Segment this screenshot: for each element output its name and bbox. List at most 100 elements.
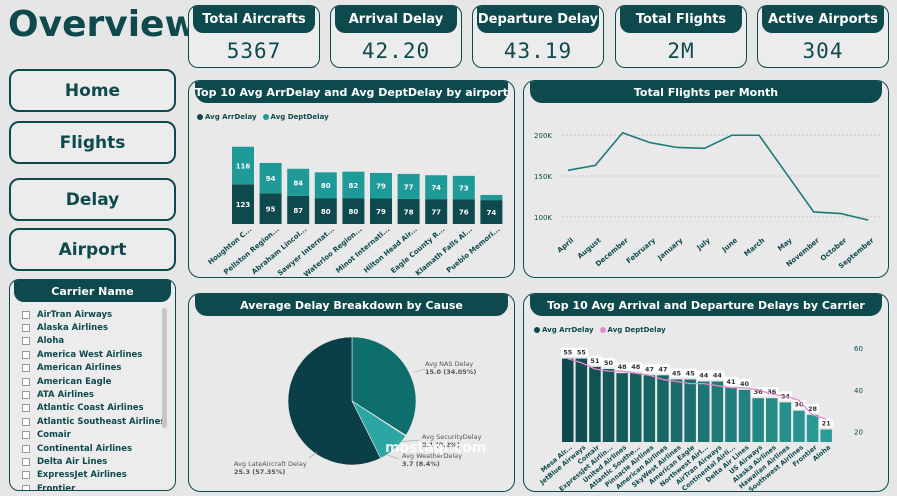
carrier-checkbox[interactable]: [22, 350, 30, 359]
bar-label-bg: [588, 355, 602, 365]
carrier-item[interactable]: American Airlines: [22, 362, 161, 375]
delay-button[interactable]: Delay: [9, 178, 176, 221]
bar-arr-delay: [616, 373, 628, 442]
pie-label-line: Avg NAS Delay: [425, 360, 473, 368]
carrier-item-label: ATA Airlines: [37, 390, 94, 401]
home-button[interactable]: Home: [9, 69, 176, 112]
bar-arr-delay: [452, 199, 475, 224]
bar-dept-delay: [452, 175, 475, 200]
carrier-item-label: Atlantic Coast Airlines: [37, 403, 144, 414]
pie-slice-label: Avg NAS Delay 15.0 (34.05%): [425, 360, 476, 376]
carrier-item-label: AirTran Airways: [37, 309, 113, 320]
bar-dept-label: 77: [404, 183, 414, 191]
carrier-item[interactable]: ATA Airlines: [22, 388, 161, 401]
carrier-item[interactable]: America West Airlines: [22, 348, 161, 361]
x-tick-label: May: [776, 236, 794, 253]
carrier-item[interactable]: Delta Air Lines: [22, 455, 161, 468]
airport-delay-panel: Top 10 Avg ArrDelay and Avg DeptDelay by…: [188, 80, 515, 278]
kpi-label: Total Flights: [620, 6, 742, 33]
carrier-checkbox[interactable]: [22, 324, 30, 333]
carrier-checkbox[interactable]: [22, 484, 30, 490]
carrier-checkbox[interactable]: [22, 310, 30, 319]
carrier-item-label: Continental Airlines: [37, 443, 133, 454]
bar-arr-delay: [480, 200, 503, 224]
carrier-item[interactable]: Continental Airlines: [22, 442, 161, 455]
bar-value-label: 36: [767, 388, 777, 396]
bar-arr-label: 77: [431, 209, 441, 217]
kpi-label: Departure Delay: [477, 6, 599, 33]
x-tick-label: February: [625, 236, 658, 265]
bar-dept-delay: [397, 173, 420, 199]
bar-arr-label: 76: [459, 209, 469, 217]
y-tick-label: 200K: [534, 132, 552, 140]
pie-label-line: 15.0 (34.05%): [425, 368, 476, 376]
flights-button[interactable]: Flights: [9, 121, 176, 164]
bar-arr-delay: [738, 389, 751, 442]
bar-label-bg: [710, 370, 725, 380]
bar-arr-delay: [259, 193, 282, 224]
kpi-label: Arrival Delay: [335, 6, 457, 33]
page-title: Overview: [8, 4, 198, 45]
carrier-item-label: American Airlines: [37, 363, 122, 374]
bar-arr-delay: [630, 373, 642, 442]
carrier-checkbox[interactable]: [22, 377, 30, 386]
carrier-item[interactable]: Alaska Airlines: [22, 321, 161, 334]
legend-arr-label: Avg ArrDelay: [205, 113, 257, 121]
y-tick-label: 60: [854, 345, 863, 353]
airport-button[interactable]: Airport: [9, 228, 176, 271]
carrier-item[interactable]: AirTran Airways: [22, 308, 161, 321]
carrier-checkbox[interactable]: [22, 417, 30, 426]
bar-arr-delay: [725, 387, 737, 442]
bar-value-label: 41: [726, 378, 736, 386]
carrier-checkbox[interactable]: [22, 337, 30, 346]
carrier-item[interactable]: Comair: [22, 429, 161, 442]
bar-label-bg: [792, 399, 806, 409]
pie-label-line: 25.3 (57.35%): [234, 468, 285, 476]
carrier-item-label: Aloha: [37, 336, 65, 347]
carrier-item[interactable]: Aloha: [22, 335, 161, 348]
bar-arr-label: 80: [321, 208, 331, 216]
carrier-scrollbar[interactable]: [162, 308, 167, 428]
pie-label-line: 3.7 (8.4%): [402, 460, 440, 468]
carrier-chart-legend: Avg ArrDelay Avg DeptDelay: [534, 326, 666, 334]
kpi-active-airports: Active Airports 304: [757, 5, 889, 68]
carrier-checkbox[interactable]: [22, 457, 30, 466]
carrier-checkbox[interactable]: [22, 404, 30, 413]
bar-value-label: 28: [808, 405, 818, 413]
x-tick-label: June: [720, 236, 739, 254]
carrier-item[interactable]: Atlantic Southeast Airlines: [22, 415, 165, 428]
carrier-checkbox[interactable]: [22, 431, 30, 440]
pie-slice-label: Avg LateAircraft Delay 25.3 (57.35%): [234, 460, 307, 476]
pie-leader-line: [414, 368, 426, 373]
bar-value-label: 45: [686, 369, 696, 377]
bar-label-bg: [561, 347, 575, 357]
pie-slice: [351, 336, 417, 436]
carrier-checkbox[interactable]: [22, 471, 30, 480]
bar-dept-label: 94: [266, 175, 276, 183]
bar-value-label: 44: [699, 372, 709, 380]
bar-dept-delay: [314, 172, 337, 199]
carrier-item[interactable]: Atlantic Coast Airlines: [22, 402, 161, 415]
carrier-item-label: Alaska Airlines: [37, 323, 109, 334]
bar-label-bg: [724, 376, 738, 386]
bar-arr-delay: [370, 198, 392, 224]
kpi-total-aircrafts: Total Aircrafts 5367: [188, 5, 320, 68]
carrier-item[interactable]: ExpressJet Airlines: [22, 469, 161, 482]
bar-value-label: 40: [740, 380, 750, 388]
legend-dot-dep: [262, 114, 269, 120]
y-tick-label: 100K: [534, 214, 552, 222]
carrier-checkbox[interactable]: [22, 391, 30, 400]
bar-arr-delay: [670, 379, 683, 442]
carrier-item[interactable]: American Eagle: [22, 375, 161, 388]
x-tick-label: July: [695, 236, 712, 252]
carrier-checkbox[interactable]: [22, 444, 30, 453]
y-tick-label: 40: [854, 387, 863, 395]
bar-dept-delay: [370, 172, 392, 199]
pie-label-line: Avg WeatherDelay: [402, 452, 462, 460]
bar-value-label: 36: [754, 388, 764, 396]
kpi-value: 2M: [667, 39, 695, 63]
carrier-checkbox[interactable]: [22, 364, 30, 373]
carrier-item[interactable]: Frontier: [22, 482, 161, 490]
